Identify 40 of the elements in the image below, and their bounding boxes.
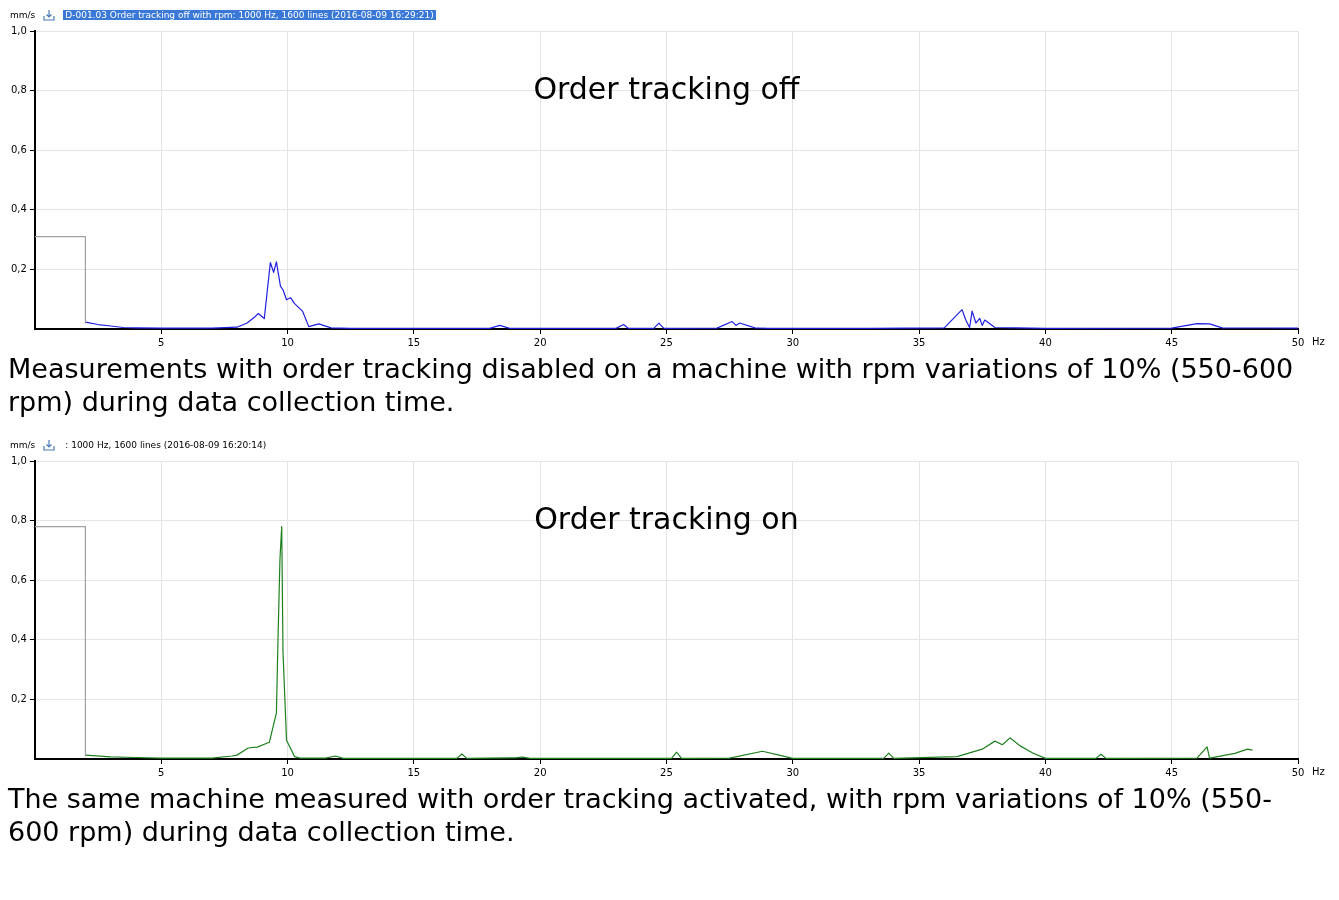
x-tick-label: 35	[912, 336, 926, 348]
y-tick-label: 0,6	[11, 143, 27, 155]
text: Order tracking off	[533, 70, 801, 106]
text: Order tracking on	[534, 500, 799, 536]
chart-subtitle: : 1000 Hz, 1600 lines (2016-08-09 16:20:14)	[64, 440, 268, 450]
y-tick-label: 0,8	[11, 514, 27, 526]
x-tick-label: 45	[1165, 336, 1179, 348]
x-tick-label: 5	[158, 766, 165, 778]
y-tick-label: 0,6	[11, 573, 27, 585]
x-tick-label: 20	[533, 336, 547, 348]
x-tick-label: 30	[786, 766, 800, 778]
x-tick-label: 15	[407, 336, 421, 348]
y-axis-title: mm/s	[10, 10, 36, 20]
x-tick-label: 5	[158, 336, 165, 348]
x-tick-label: 40	[1039, 766, 1052, 778]
text: The same machine measured with order tracking activated, with rpm variations of 10% (550-600 rpm) during data collection time.	[8, 782, 1274, 848]
x-tick-label: 40	[1039, 336, 1052, 348]
x-tick-label: 25	[660, 336, 673, 348]
x-tick-label: 20	[533, 766, 547, 778]
x-tick-label: 10	[281, 766, 294, 778]
y-tick-label: 0,4	[11, 203, 27, 215]
y-axis-title: mm/s	[10, 440, 36, 450]
x-axis-title: Hz	[1312, 335, 1325, 347]
y-tick-label: 1,0	[11, 24, 27, 36]
x-tick-label: 45	[1165, 766, 1179, 778]
text: Measurements with order tracking disabled on a machine with rpm variations of 10% (550-600 rpm) during data collection time.	[8, 352, 1295, 418]
x-tick-label: 35	[912, 766, 926, 778]
y-tick-label: 1,0	[11, 454, 27, 466]
y-tick-label: 0,2	[11, 262, 27, 274]
chart-subtitle: D-001.03 Order tracking off with rpm: 1000 Hz, 1600 lines (2016-08-09 16:29:21)	[63, 10, 436, 20]
y-tick-label: 0,8	[11, 84, 27, 96]
y-tick-label: 0,2	[11, 692, 27, 704]
x-tick-label: 50	[1291, 766, 1305, 778]
x-tick-label: 25	[660, 766, 673, 778]
x-tick-label: 10	[281, 336, 294, 348]
y-tick-label: 0,4	[11, 633, 27, 645]
x-tick-label: 50	[1291, 336, 1305, 348]
x-axis-title: Hz	[1312, 765, 1325, 777]
x-tick-label: 15	[407, 766, 421, 778]
x-tick-label: 30	[786, 336, 800, 348]
